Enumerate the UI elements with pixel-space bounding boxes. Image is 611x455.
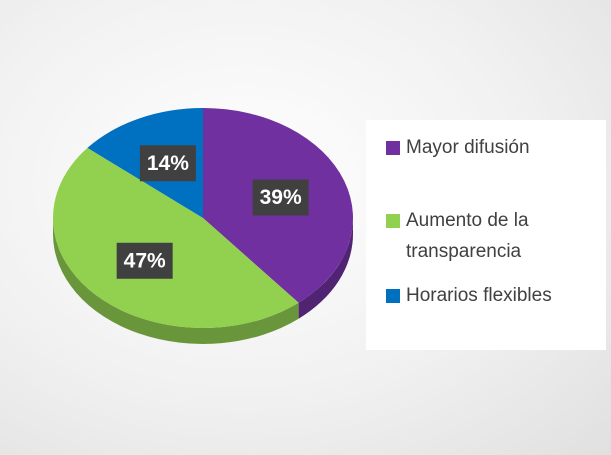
- value-label: 14%: [147, 152, 189, 175]
- legend-label: Horarios flexibles: [406, 285, 552, 306]
- legend-swatch: [386, 141, 400, 155]
- legend-swatch: [386, 289, 400, 303]
- value-label: 47%: [124, 249, 166, 272]
- label-box: [116, 242, 173, 279]
- slice-side: [298, 218, 353, 319]
- legend-item: Mayor difusión: [386, 132, 601, 163]
- slice-side: [53, 218, 299, 344]
- legend: Mayor difusión Aumento de la transparenci…: [366, 120, 606, 350]
- legend-item: Horarios flexibles: [386, 280, 601, 311]
- legend-item: Aumento de la transparencia: [386, 205, 601, 267]
- legend-label: Aumento de la transparencia: [406, 210, 529, 262]
- data-label: 39%: [252, 179, 309, 216]
- legend-label: Mayor difusión: [406, 137, 530, 158]
- label-box: [139, 145, 196, 182]
- slice: [52, 147, 299, 329]
- data-label: 47%: [116, 242, 173, 279]
- label-box: [252, 179, 309, 216]
- value-label: 39%: [260, 186, 302, 209]
- data-label: 14%: [139, 145, 196, 182]
- legend-swatch: [386, 214, 400, 228]
